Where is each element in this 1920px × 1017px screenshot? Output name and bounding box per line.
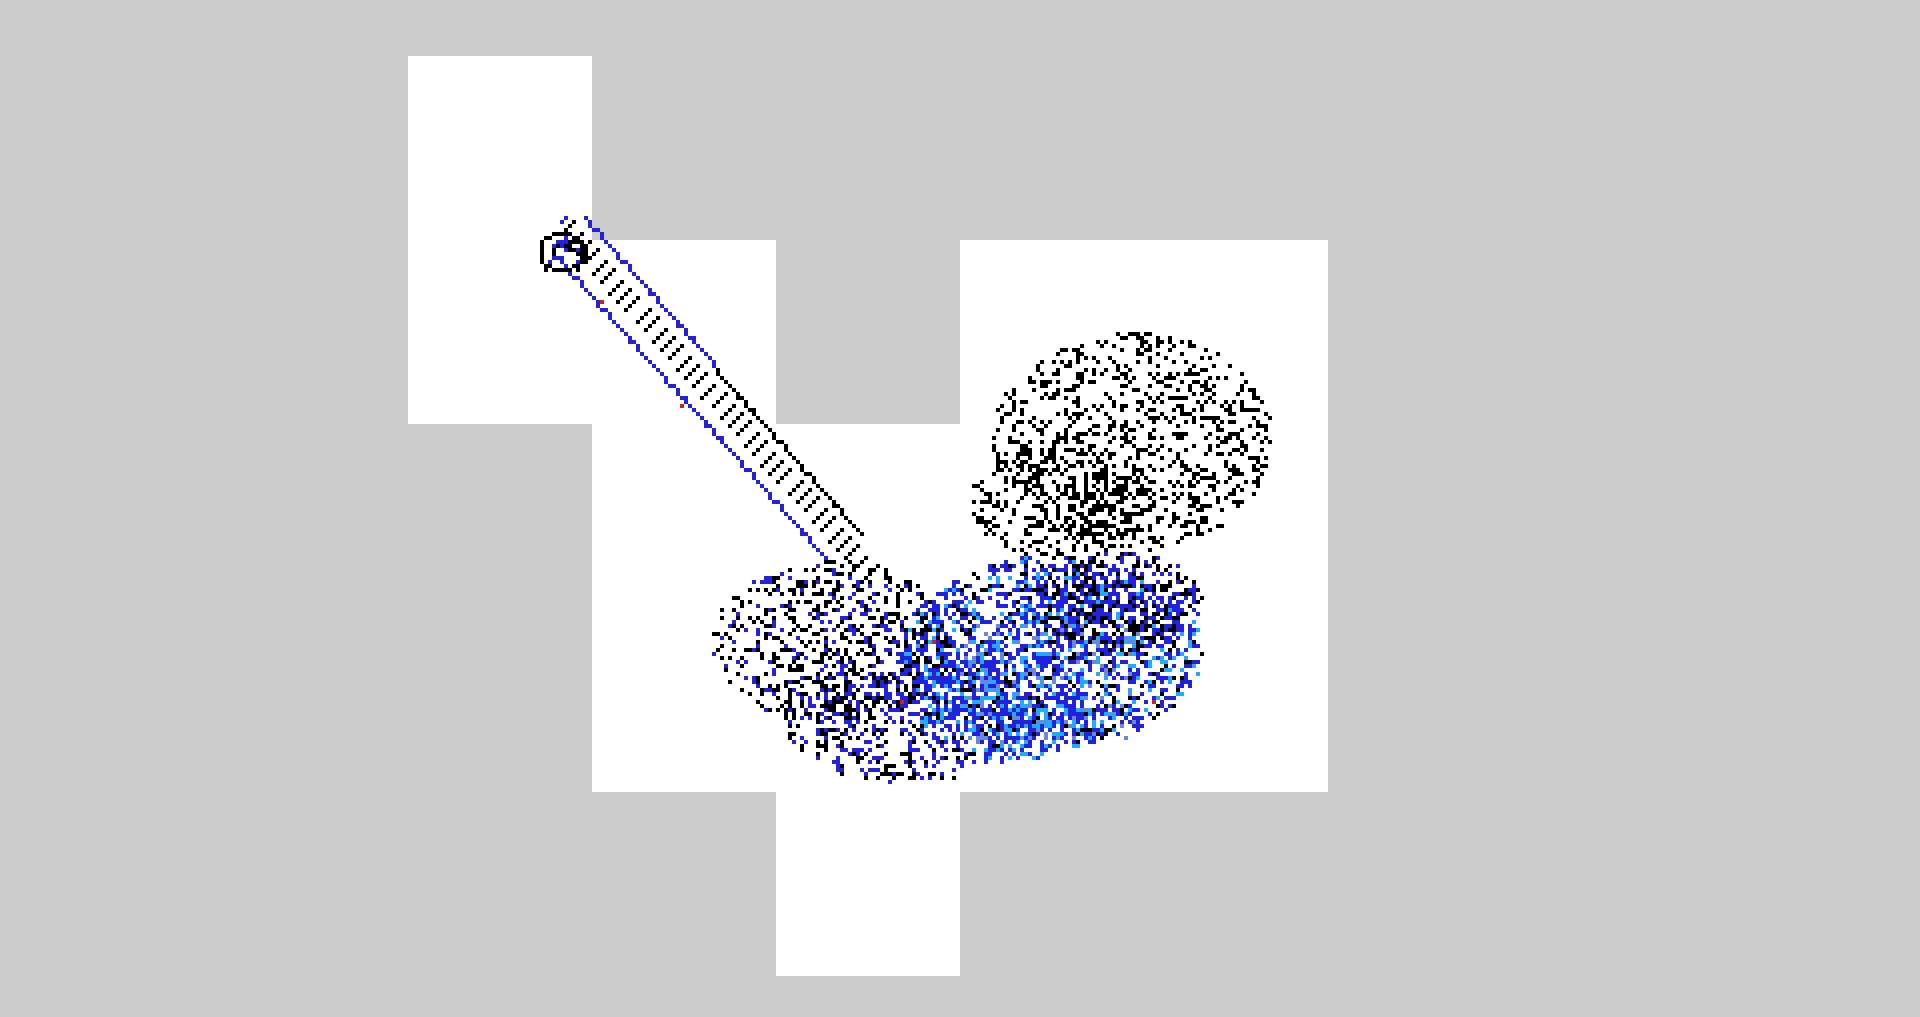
map-viewport[interactable] xyxy=(0,0,1920,1017)
pixel-art-structure xyxy=(0,0,1920,1017)
